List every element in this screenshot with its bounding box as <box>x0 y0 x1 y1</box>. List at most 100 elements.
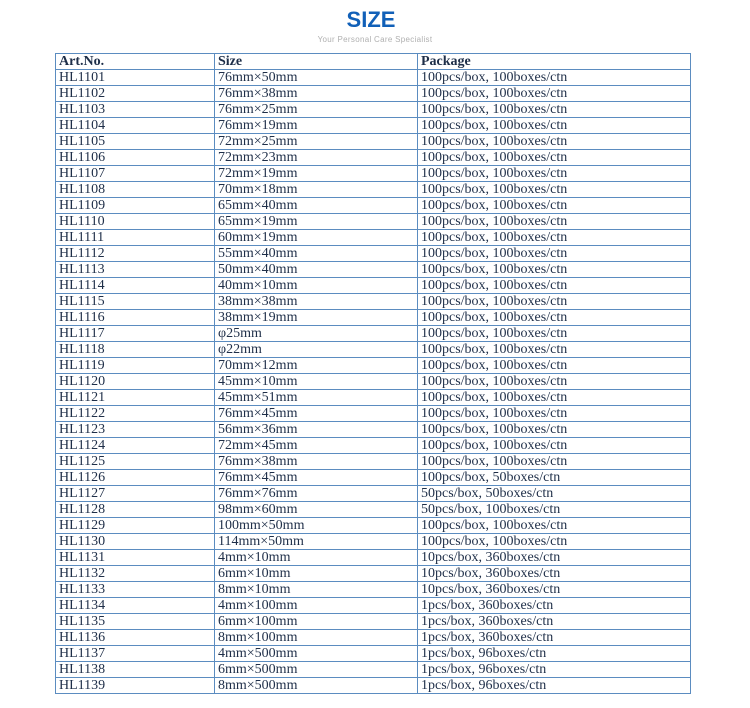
table-row: HL1131 4mm×10mm 10pcs/box, 360boxes/ctn <box>55 549 691 566</box>
art-no-cell: HL1132 <box>55 565 215 582</box>
art-no-cell: HL1112 <box>55 245 215 262</box>
art-no-cell: HL1123 <box>55 421 215 438</box>
package-cell: 100pcs/box, 100boxes/ctn <box>417 165 691 182</box>
table-row: HL1110 65mm×19mm 100pcs/box, 100boxes/ctn <box>55 213 691 230</box>
size-cell: 8mm×100mm <box>214 629 418 646</box>
art-no-cell: HL1117 <box>55 325 215 342</box>
table-row: HL1117 φ25mm 100pcs/box, 100boxes/ctn <box>55 325 691 342</box>
package-cell: 50pcs/box, 50boxes/ctn <box>417 485 691 502</box>
table-row: HL1128 98mm×60mm 50pcs/box, 100boxes/ctn <box>55 501 691 518</box>
art-no-cell: HL1102 <box>55 85 215 102</box>
art-no-cell: HL1126 <box>55 469 215 486</box>
package-cell: 1pcs/box, 96boxes/ctn <box>417 661 691 678</box>
package-cell: 100pcs/box, 100boxes/ctn <box>417 149 691 166</box>
table-row: HL1118 φ22mm 100pcs/box, 100boxes/ctn <box>55 341 691 358</box>
size-cell: 38mm×19mm <box>214 309 418 326</box>
package-cell: 100pcs/box, 100boxes/ctn <box>417 85 691 102</box>
art-no-cell: HL1136 <box>55 629 215 646</box>
art-no-cell: HL1106 <box>55 149 215 166</box>
size-table: Art.No. Size Package HL1101 76mm×50mm 100p… <box>55 53 691 694</box>
art-no-cell: HL1139 <box>55 677 215 694</box>
size-cell: 76mm×50mm <box>214 69 418 86</box>
art-no-cell: HL1113 <box>55 261 215 278</box>
art-no-cell: HL1109 <box>55 197 215 214</box>
header-package: Package <box>417 53 691 70</box>
table-row: HL1121 45mm×51mm 100pcs/box, 100boxes/ctn <box>55 389 691 406</box>
package-cell: 100pcs/box, 100boxes/ctn <box>417 197 691 214</box>
header-size: Size <box>214 53 418 70</box>
table-row: HL1133 8mm×10mm 10pcs/box, 360boxes/ctn <box>55 581 691 598</box>
size-cell: 76mm×19mm <box>214 117 418 134</box>
art-no-cell: HL1130 <box>55 533 215 550</box>
package-cell: 1pcs/box, 360boxes/ctn <box>417 629 691 646</box>
package-cell: 100pcs/box, 100boxes/ctn <box>417 69 691 86</box>
package-cell: 100pcs/box, 100boxes/ctn <box>417 133 691 150</box>
package-cell: 1pcs/box, 360boxes/ctn <box>417 613 691 630</box>
package-cell: 100pcs/box, 100boxes/ctn <box>417 341 691 358</box>
table-row: HL1122 76mm×45mm 100pcs/box, 100boxes/ctn <box>55 405 691 422</box>
table-row: HL1103 76mm×25mm 100pcs/box, 100boxes/ctn <box>55 101 691 118</box>
art-no-cell: HL1137 <box>55 645 215 662</box>
art-no-cell: HL1122 <box>55 405 215 422</box>
package-cell: 100pcs/box, 100boxes/ctn <box>417 533 691 550</box>
art-no-cell: HL1105 <box>55 133 215 150</box>
size-cell: 114mm×50mm <box>214 533 418 550</box>
package-cell: 100pcs/box, 100boxes/ctn <box>417 245 691 262</box>
size-cell: 45mm×10mm <box>214 373 418 390</box>
size-cell: 6mm×10mm <box>214 565 418 582</box>
size-cell: 60mm×19mm <box>214 229 418 246</box>
table-row: HL1129 100mm×50mm 100pcs/box, 100boxes/ctn <box>55 517 691 534</box>
art-no-cell: HL1128 <box>55 501 215 518</box>
package-cell: 100pcs/box, 100boxes/ctn <box>417 213 691 230</box>
table-row: HL1111 60mm×19mm 100pcs/box, 100boxes/ctn <box>55 229 691 246</box>
art-no-cell: HL1103 <box>55 101 215 118</box>
package-cell: 100pcs/box, 100boxes/ctn <box>417 117 691 134</box>
table-row: HL1113 50mm×40mm 100pcs/box, 100boxes/ctn <box>55 261 691 278</box>
package-cell: 100pcs/box, 100boxes/ctn <box>417 373 691 390</box>
art-no-cell: HL1127 <box>55 485 215 502</box>
size-cell: 76mm×76mm <box>214 485 418 502</box>
package-cell: 100pcs/box, 100boxes/ctn <box>417 421 691 438</box>
package-cell: 100pcs/box, 100boxes/ctn <box>417 405 691 422</box>
size-cell: 70mm×12mm <box>214 357 418 374</box>
size-cell: 70mm×18mm <box>214 181 418 198</box>
page-title: SIZE <box>346 7 396 32</box>
art-no-cell: HL1120 <box>55 373 215 390</box>
art-no-cell: HL1111 <box>55 229 215 246</box>
package-cell: 100pcs/box, 100boxes/ctn <box>417 389 691 406</box>
art-no-cell: HL1108 <box>55 181 215 198</box>
package-cell: 100pcs/box, 100boxes/ctn <box>417 357 691 374</box>
size-cell: φ22mm <box>214 341 418 358</box>
package-cell: 100pcs/box, 100boxes/ctn <box>417 325 691 342</box>
package-cell: 1pcs/box, 96boxes/ctn <box>417 645 691 662</box>
package-cell: 100pcs/box, 100boxes/ctn <box>417 309 691 326</box>
art-no-cell: HL1124 <box>55 437 215 454</box>
size-cell: 38mm×38mm <box>214 293 418 310</box>
package-cell: 100pcs/box, 100boxes/ctn <box>417 453 691 470</box>
table-row: HL1109 65mm×40mm 100pcs/box, 100boxes/ctn <box>55 197 691 214</box>
table-row: HL1125 76mm×38mm 100pcs/box, 100boxes/ctn <box>55 453 691 470</box>
size-cell: 50mm×40mm <box>214 261 418 278</box>
table-row: HL1138 6mm×500mm 1pcs/box, 96boxes/ctn <box>55 661 691 678</box>
table-row: HL1108 70mm×18mm 100pcs/box, 100boxes/ctn <box>55 181 691 198</box>
table-row: HL1112 55mm×40mm 100pcs/box, 100boxes/ctn <box>55 245 691 262</box>
size-cell: 72mm×19mm <box>214 165 418 182</box>
table-header-row: Art.No. Size Package <box>55 53 691 70</box>
art-no-cell: HL1138 <box>55 661 215 678</box>
size-cell: 40mm×10mm <box>214 277 418 294</box>
size-cell: 76mm×25mm <box>214 101 418 118</box>
table-row: HL1130 114mm×50mm 100pcs/box, 100boxes/ctn <box>55 533 691 550</box>
package-cell: 1pcs/box, 96boxes/ctn <box>417 677 691 694</box>
package-cell: 100pcs/box, 100boxes/ctn <box>417 181 691 198</box>
size-cell: 4mm×10mm <box>214 549 418 566</box>
package-cell: 10pcs/box, 360boxes/ctn <box>417 565 691 582</box>
package-cell: 100pcs/box, 100boxes/ctn <box>417 437 691 454</box>
table-row: HL1101 76mm×50mm 100pcs/box, 100boxes/ctn <box>55 69 691 86</box>
art-no-cell: HL1129 <box>55 517 215 534</box>
size-cell: 76mm×45mm <box>214 405 418 422</box>
header-art-no: Art.No. <box>55 53 215 70</box>
size-cell: 6mm×500mm <box>214 661 418 678</box>
size-cell: 8mm×500mm <box>214 677 418 694</box>
art-no-cell: HL1115 <box>55 293 215 310</box>
package-cell: 100pcs/box, 100boxes/ctn <box>417 277 691 294</box>
